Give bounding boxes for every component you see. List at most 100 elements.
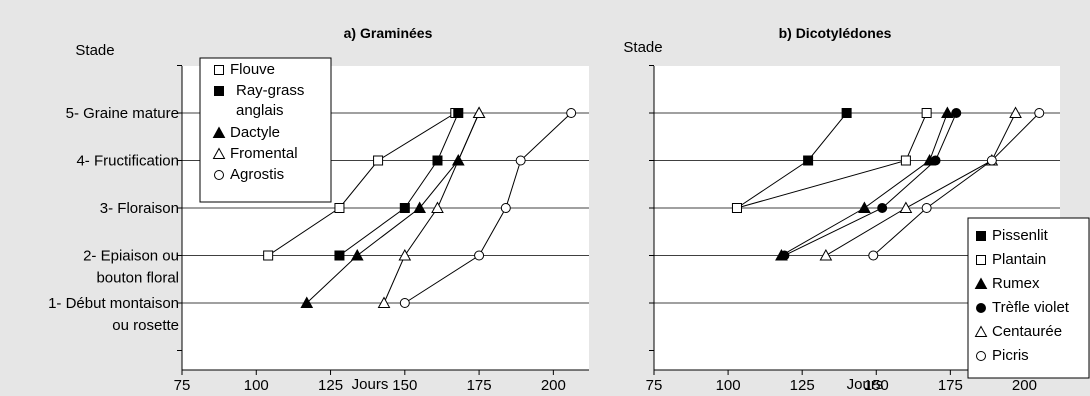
data-point (350, 248, 364, 261)
chart-title: a) Graminées (344, 25, 433, 41)
data-point (986, 155, 997, 166)
series-line (339, 112, 459, 256)
x-tick-label: 175 (938, 377, 963, 394)
y-tick-label: 5- Graine mature (66, 105, 179, 122)
legend: Pissenlit Plantain Rumex Trèfle violet Centa… (967, 217, 1090, 379)
y-tick-label: bouton floral (96, 270, 179, 287)
data-point (373, 155, 384, 166)
legend-label: Rumex (992, 275, 1040, 292)
x-tick-label: 100 (716, 377, 741, 394)
data-point (472, 106, 486, 118)
legend-marker (976, 255, 986, 265)
series-line (781, 112, 948, 256)
data-point (921, 203, 932, 213)
data-point (731, 203, 742, 213)
data-point (841, 108, 852, 118)
chart-panel-graminees: Flouve Ray-grass anglais Dactyle Fromental Ag… (48, 25, 589, 394)
data-point (432, 155, 443, 166)
data-point (263, 250, 274, 261)
data-point (951, 108, 962, 118)
data-point (474, 250, 485, 261)
data-point (500, 203, 511, 213)
series-2 (731, 108, 932, 213)
y-tick-label: 3- Floraison (100, 200, 179, 217)
series-line (872, 112, 1040, 256)
legend-marker (976, 231, 986, 241)
chart-title: b) Dicotylédones (779, 25, 892, 41)
data-point (566, 108, 577, 118)
data-point (334, 203, 345, 213)
legend-marker (214, 86, 224, 96)
x-tick-label: 150 (392, 377, 417, 394)
x-axis-label: Jours (352, 376, 389, 393)
legend-marker (974, 325, 988, 337)
series-line (784, 112, 957, 256)
legend-label: Fromental (230, 145, 298, 162)
y-tick-label: 1- Début montaison (48, 295, 179, 312)
data-point (877, 203, 888, 213)
series-4 (779, 108, 962, 261)
series-line (267, 112, 456, 256)
x-tick-label: 175 (467, 377, 492, 394)
data-point (377, 296, 391, 308)
legend-marker (214, 170, 224, 180)
legend-marker (212, 126, 226, 138)
legend-label: Plantain (992, 251, 1046, 268)
x-tick-label: 200 (1012, 377, 1037, 394)
data-point (399, 298, 410, 308)
data-point (1034, 108, 1045, 118)
data-point (413, 201, 427, 213)
legend-marker (976, 303, 986, 313)
data-point (399, 203, 410, 213)
data-point (398, 248, 412, 261)
data-point (300, 296, 314, 308)
x-tick-label: 200 (541, 377, 566, 394)
y-tick-label: 2- Epiaison ou (83, 248, 179, 265)
chart-panel-dicotyledones: Pissenlit Plantain Rumex Trèfle violet Centa… (623, 25, 1090, 394)
legend-label: Ray-grass (236, 82, 304, 99)
legend-marker (976, 351, 986, 361)
series-5 (819, 106, 1022, 261)
legend-label: Picris (992, 347, 1029, 364)
series-2 (334, 108, 464, 261)
data-point (819, 248, 833, 261)
y-tick-label: ou rosette (112, 317, 179, 334)
data-point (1009, 106, 1022, 118)
data-point (921, 108, 932, 118)
legend-marker (214, 65, 224, 75)
series-4 (377, 106, 486, 308)
data-point (453, 108, 464, 118)
series-line (383, 112, 480, 304)
y-tick-label: 4- Fructification (76, 153, 179, 170)
data-point (899, 201, 913, 213)
data-point (334, 250, 345, 261)
legend: Flouve Ray-grass anglais Dactyle Fromental Ag… (199, 57, 332, 203)
x-tick-label: 75 (174, 377, 191, 394)
x-tick-label: 100 (244, 377, 269, 394)
x-tick-label: 150 (864, 377, 889, 394)
legend-label: Dactyle (230, 124, 280, 141)
x-tick-label: 75 (646, 377, 663, 394)
legend-label: Trèfle violet (992, 299, 1070, 316)
data-point (858, 201, 871, 213)
y-axis-label: Stade (75, 42, 114, 59)
data-point (930, 155, 941, 166)
x-tick-label: 125 (318, 377, 343, 394)
y-axis-label: Stade (623, 39, 662, 56)
legend-marker (212, 147, 226, 159)
legend-label: Flouve (230, 61, 275, 78)
legend-box (967, 217, 1090, 379)
legend-label: Centaurée (992, 323, 1062, 340)
series-6 (868, 108, 1045, 261)
legend-label: Pissenlit (992, 227, 1049, 244)
x-axis-label: Jours (847, 376, 884, 393)
data-point (431, 201, 444, 213)
data-point (868, 250, 879, 261)
data-point (941, 106, 954, 118)
data-point (900, 155, 911, 166)
legend-label: anglais (236, 102, 284, 119)
legend-marker (974, 277, 988, 289)
x-tick-label: 125 (790, 377, 815, 394)
series-5 (399, 108, 577, 308)
